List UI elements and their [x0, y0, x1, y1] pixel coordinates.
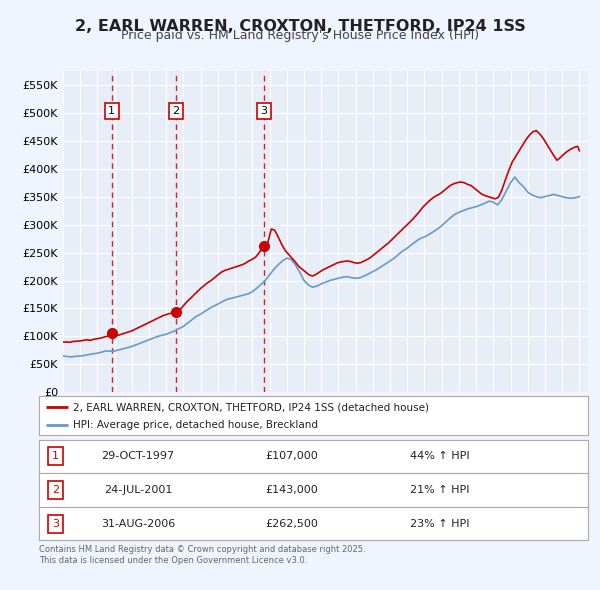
Text: 23% ↑ HPI: 23% ↑ HPI — [410, 519, 470, 529]
Text: 31-AUG-2006: 31-AUG-2006 — [101, 519, 175, 529]
Text: 3: 3 — [52, 519, 59, 529]
Text: 2, EARL WARREN, CROXTON, THETFORD, IP24 1SS: 2, EARL WARREN, CROXTON, THETFORD, IP24 … — [74, 19, 526, 34]
Text: 1: 1 — [52, 451, 59, 461]
Text: 2: 2 — [52, 485, 59, 495]
Text: Price paid vs. HM Land Registry's House Price Index (HPI): Price paid vs. HM Land Registry's House … — [121, 30, 479, 42]
Text: 1: 1 — [108, 106, 115, 116]
Text: £107,000: £107,000 — [265, 451, 318, 461]
Text: 44% ↑ HPI: 44% ↑ HPI — [410, 451, 470, 461]
Text: £143,000: £143,000 — [265, 485, 318, 495]
Text: 29-OCT-1997: 29-OCT-1997 — [101, 451, 175, 461]
Text: 21% ↑ HPI: 21% ↑ HPI — [410, 485, 470, 495]
Text: HPI: Average price, detached house, Breckland: HPI: Average price, detached house, Brec… — [73, 420, 318, 430]
Text: 24-JUL-2001: 24-JUL-2001 — [104, 485, 172, 495]
Text: 2, EARL WARREN, CROXTON, THETFORD, IP24 1SS (detached house): 2, EARL WARREN, CROXTON, THETFORD, IP24 … — [73, 402, 429, 412]
Text: Contains HM Land Registry data © Crown copyright and database right 2025.
This d: Contains HM Land Registry data © Crown c… — [39, 545, 365, 565]
Text: 2: 2 — [172, 106, 179, 116]
Text: 3: 3 — [260, 106, 267, 116]
Text: £262,500: £262,500 — [265, 519, 318, 529]
